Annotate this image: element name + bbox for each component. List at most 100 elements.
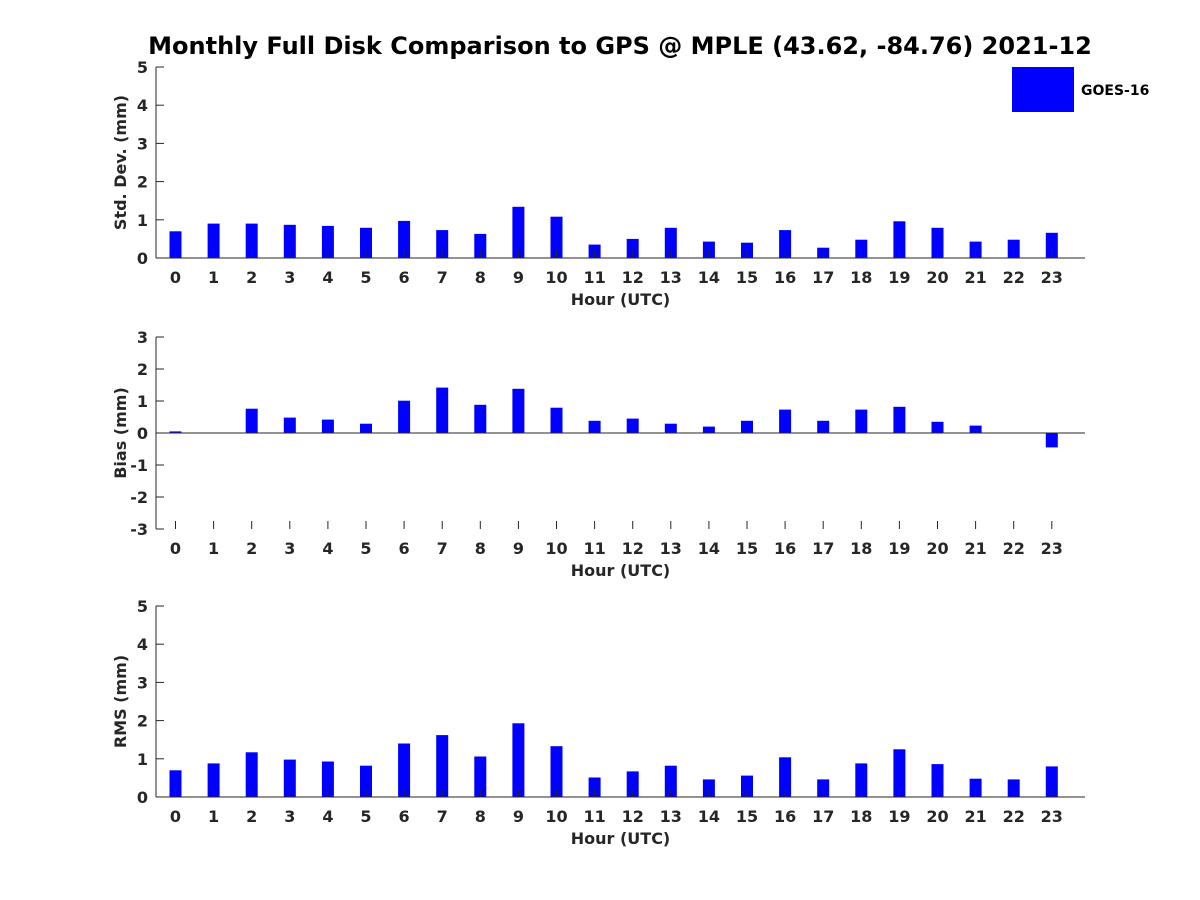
rms-bar-0 [169, 770, 182, 797]
bias-bar-12 [626, 418, 639, 433]
rms-y-tick-label: 1 [137, 750, 148, 769]
bias-bar-11 [588, 420, 601, 433]
bias-x-label: Hour (UTC) [571, 561, 671, 580]
rms-x-tick-label: 7 [437, 807, 448, 826]
bias-y-tick-label: 1 [137, 392, 148, 411]
std-dev-x-tick-label: 20 [926, 268, 948, 287]
rms-bar-10 [550, 746, 563, 797]
std-dev-x-tick-label: 21 [964, 268, 986, 287]
std-dev-x-tick-label: 13 [660, 268, 682, 287]
rms-x-tick-label: 12 [622, 807, 644, 826]
rms-bar-7 [436, 735, 449, 797]
rms-x-tick-label: 23 [1041, 807, 1063, 826]
std-dev-x-tick-label: 4 [322, 268, 333, 287]
rms-x-tick-label: 9 [513, 807, 524, 826]
rms-x-label: Hour (UTC) [571, 829, 671, 848]
bias-bar-0 [169, 431, 182, 433]
bias-y-tick-label: -2 [130, 488, 148, 507]
std-dev-y-tick-label: 1 [137, 211, 148, 230]
rms-x-tick-label: 11 [583, 807, 605, 826]
bias-bar-18 [855, 409, 868, 433]
rms-bar-22 [1007, 779, 1020, 797]
bias-bar-21 [969, 425, 982, 433]
rms-x-tick-label: 1 [208, 807, 219, 826]
std-dev-bar-23 [1045, 232, 1058, 258]
bias-bar-14 [702, 426, 715, 433]
bias-x-tick-label: 9 [513, 539, 524, 558]
bias-x-tick-label: 10 [545, 539, 567, 558]
rms-bar-9 [512, 723, 525, 797]
bias-x-tick-label: 15 [736, 539, 758, 558]
bias-x-tick-label: 23 [1041, 539, 1063, 558]
rms-x-tick-label: 6 [399, 807, 410, 826]
bias-bar-15 [741, 420, 753, 433]
bias-x-tick-label: 4 [322, 539, 333, 558]
std-dev-bar-20 [931, 227, 944, 258]
bias-y-tick-label: -3 [130, 520, 148, 539]
rms-x-tick-label: 16 [774, 807, 796, 826]
rms-x-tick-label: 5 [360, 807, 371, 826]
rms-bar-15 [741, 775, 753, 797]
std-dev-x-tick-label: 22 [1003, 268, 1025, 287]
rms-y-tick-label: 5 [137, 597, 148, 616]
bias-y-tick-label: 3 [137, 328, 148, 347]
bias-x-tick-label: 21 [964, 539, 986, 558]
std-dev-x-tick-label: 19 [888, 268, 910, 287]
bias-y-tick-label: 2 [137, 360, 148, 379]
rms-x-tick-label: 2 [246, 807, 257, 826]
legend-label: GOES-16 [1081, 83, 1149, 99]
rms-x-tick-label: 4 [322, 807, 333, 826]
rms-bar-20 [931, 764, 944, 797]
rms-x-tick-label: 3 [284, 807, 295, 826]
std-dev-x-tick-label: 11 [583, 268, 605, 287]
bias-bar-4 [321, 419, 334, 433]
bias-bar-6 [398, 400, 411, 433]
rms-bar-1 [207, 763, 220, 797]
bias-y-label: Bias (mm) [111, 387, 130, 479]
std-dev-bar-9 [512, 206, 525, 258]
std-dev-bar-5 [360, 227, 372, 258]
rms-bar-2 [245, 752, 258, 797]
std-dev-x-tick-label: 10 [545, 268, 567, 287]
std-dev-bar-12 [626, 238, 639, 258]
std-dev-x-tick-label: 1 [208, 268, 219, 287]
bias-bar-13 [664, 423, 677, 433]
rms-bar-14 [702, 779, 715, 797]
std-dev-x-tick-label: 12 [622, 268, 644, 287]
std-dev-bar-7 [436, 230, 449, 258]
rms-y-tick-label: 4 [137, 635, 148, 654]
std-dev-bar-4 [321, 225, 334, 258]
std-dev-bar-2 [245, 223, 258, 258]
std-dev-bar-19 [893, 221, 906, 258]
rms-bar-16 [779, 757, 792, 797]
bias-bar-17 [817, 420, 830, 433]
std-dev-bar-22 [1007, 239, 1020, 258]
std-dev-x-tick-label: 7 [437, 268, 448, 287]
std-dev-x-tick-label: 6 [399, 268, 410, 287]
rms-x-tick-label: 8 [475, 807, 486, 826]
bias-bar-16 [779, 409, 792, 433]
bias-y-tick-label: -1 [130, 456, 148, 475]
std-dev-bar-0 [169, 231, 182, 258]
rms-y-tick-label: 2 [137, 712, 148, 731]
rms-x-tick-label: 19 [888, 807, 910, 826]
std-dev-x-tick-label: 18 [850, 268, 872, 287]
rms-bar-5 [360, 765, 372, 797]
std-dev-bar-21 [969, 241, 982, 258]
rms-x-tick-label: 13 [660, 807, 682, 826]
bias-x-tick-label: 0 [170, 539, 181, 558]
rms-bar-17 [817, 779, 830, 797]
rms-x-tick-label: 0 [170, 807, 181, 826]
std-dev-x-tick-label: 3 [284, 268, 295, 287]
std-dev-bar-3 [283, 224, 296, 258]
std-dev-x-tick-label: 15 [736, 268, 758, 287]
bias-bar-10 [550, 407, 563, 433]
bias-x-tick-label: 2 [246, 539, 257, 558]
bias-x-tick-label: 19 [888, 539, 910, 558]
rms-x-tick-label: 14 [698, 807, 720, 826]
std-dev-bar-6 [398, 220, 411, 258]
rms-bar-18 [855, 763, 868, 797]
